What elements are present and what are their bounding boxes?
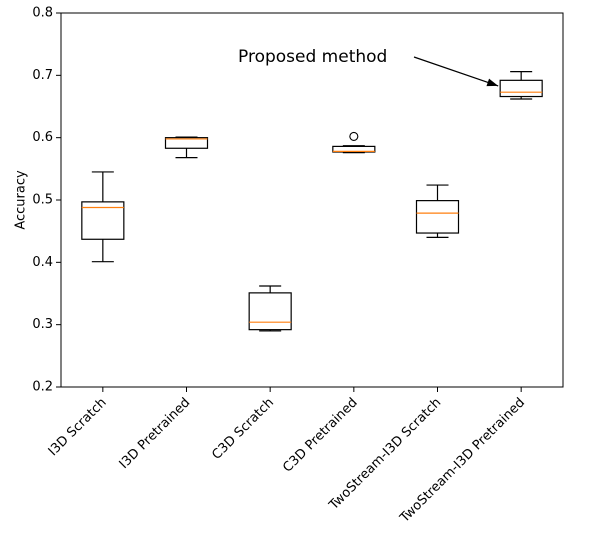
annotation-arrow-head <box>486 78 499 87</box>
y-axis: 0.2 0.3 0.4 0.5 0.6 0.7 0.8 <box>32 6 61 395</box>
y-tick-label: 0.3 <box>32 317 53 332</box>
box-2 <box>164 136 209 159</box>
y-axis-label: Accuracy <box>14 170 29 230</box>
box-iqr <box>499 79 543 98</box>
y-tick-label: 0.6 <box>32 130 53 145</box>
x-tick-label: C3D Scratch <box>209 395 277 463</box>
annotation-arrow-line <box>413 56 499 87</box>
annotation: Proposed method <box>238 47 499 87</box>
x-tick-label: C3D Pretrained <box>280 395 360 475</box>
y-tick-label: 0.2 <box>32 380 53 395</box>
y-tick-label: 0.8 <box>32 6 53 21</box>
box-iqr <box>81 201 125 240</box>
box-5 <box>415 184 460 238</box>
box-iqr <box>332 145 376 153</box>
box-iqr <box>415 200 460 234</box>
x-axis: I3D Scratch I3D Pretrained C3D Scratch C3D … <box>46 387 528 526</box>
box-3 <box>248 285 292 332</box>
y-tick-label: 0.7 <box>32 68 53 83</box>
annotation-label: Proposed method <box>238 47 387 67</box>
x-tick-label: I3D Scratch <box>46 395 110 459</box>
outlier-point <box>349 131 359 141</box>
box-plot-series <box>81 70 543 332</box>
box-iqr <box>164 137 209 149</box>
plot-area <box>60 12 564 388</box>
y-tick-label: 0.5 <box>32 193 53 208</box>
box-6 <box>499 70 543 100</box>
x-tick-label: I3D Pretrained <box>117 395 194 472</box>
box-iqr <box>248 292 292 331</box>
box-1 <box>81 171 125 263</box>
box-4 <box>332 131 376 154</box>
y-tick-label: 0.4 <box>32 255 53 270</box>
